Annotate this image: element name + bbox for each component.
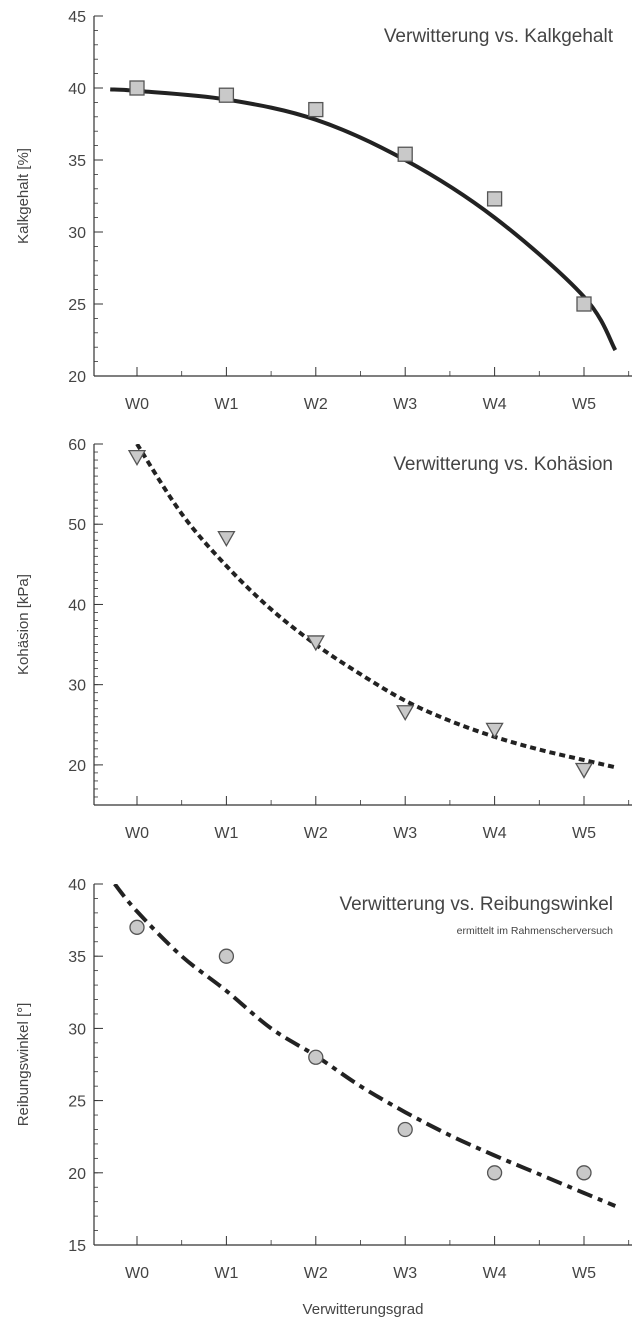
x-tick-label: W1 [214, 825, 238, 842]
y-tick-label: 30 [68, 678, 86, 695]
chart-title: Verwitterung vs. Kohäsion [393, 454, 613, 475]
y-tick-label: 35 [68, 153, 86, 170]
x-tick-label: W3 [393, 1265, 417, 1282]
data-point [308, 1049, 324, 1065]
y-tick-label: 40 [68, 81, 86, 98]
data-point [127, 449, 147, 466]
x-tick-label: W5 [572, 1265, 596, 1282]
x-tick-label: W3 [393, 825, 417, 842]
y-tick-label: 15 [68, 1238, 86, 1255]
data-point [486, 1165, 503, 1181]
data-point [217, 531, 236, 547]
chart-panel-1: 20 25 30 35 40 45 W0 W1 W2 W3 W4 W5 Kalkgehalt [%] Ve… [15, 9, 632, 413]
y-tick-label: 20 [68, 1166, 86, 1183]
x-tick-label: W0 [125, 825, 149, 842]
x-tick-label: W2 [304, 825, 328, 842]
y-tick-label: 35 [68, 949, 86, 966]
y-tick-label: 20 [68, 369, 86, 386]
chart-panel-2: 20 30 40 50 60 W0 W1 W2 W3 W4 W5 Kohäsion [kPa] Verw… [15, 437, 632, 842]
data-point [218, 87, 235, 103]
y-axis-label: Reibungswinkel [°] [15, 1003, 32, 1127]
data-point [308, 101, 324, 118]
data-point [397, 146, 413, 162]
x-tick-label: W3 [393, 396, 417, 413]
y-tick-label: 20 [68, 758, 86, 775]
x-tick-label: W4 [483, 825, 507, 842]
trend-curve [135, 444, 616, 770]
chart-panel-3: 15 20 25 30 35 40 W0 W1 W2 W3 W4 W5 Reibungswinkel [… [15, 877, 632, 1318]
data-point [486, 191, 503, 207]
chart-subtitle: ermittelt im Rahmenscherversuch [457, 925, 614, 937]
x-axis-label: Verwitterungsgrad [303, 1301, 424, 1318]
chart-title: Verwitterung vs. Reibungswinkel [339, 894, 613, 915]
chart-title: Verwitterung vs. Kalkgehalt [384, 26, 614, 47]
data-point [576, 296, 592, 312]
y-tick-label: 60 [68, 437, 86, 454]
y-tick-label: 40 [68, 877, 86, 894]
data-point [218, 948, 235, 964]
x-tick-label: W1 [214, 396, 238, 413]
data-point [397, 1121, 413, 1138]
x-tick-label: W5 [572, 396, 596, 413]
y-tick-label: 45 [68, 9, 86, 26]
data-point [574, 762, 594, 779]
x-tick-label: W4 [483, 396, 507, 413]
y-tick-label: 50 [68, 517, 86, 534]
x-tick-label: W1 [214, 1265, 238, 1282]
x-tick-label: W2 [304, 1265, 328, 1282]
x-tick-label: W5 [572, 825, 596, 842]
y-tick-label: 25 [68, 1094, 86, 1111]
data-point [306, 635, 325, 652]
y-tick-label: 25 [68, 297, 86, 314]
data-point [485, 722, 504, 739]
x-tick-label: W0 [125, 396, 149, 413]
y-tick-label: 30 [68, 225, 86, 242]
x-tick-label: W2 [304, 396, 328, 413]
y-axis-label: Kohäsion [kPa] [15, 574, 32, 675]
x-tick-label: W4 [483, 1265, 507, 1282]
y-tick-label: 30 [68, 1021, 86, 1038]
data-point [576, 1165, 592, 1181]
trend-curve [113, 884, 617, 1208]
trend-curve [110, 87, 618, 352]
y-axis-label: Kalkgehalt [%] [15, 148, 32, 244]
data-point [396, 705, 415, 722]
x-tick-label: W0 [125, 1265, 149, 1282]
data-point [129, 80, 145, 96]
data-point [129, 919, 145, 935]
y-tick-label: 40 [68, 597, 86, 614]
